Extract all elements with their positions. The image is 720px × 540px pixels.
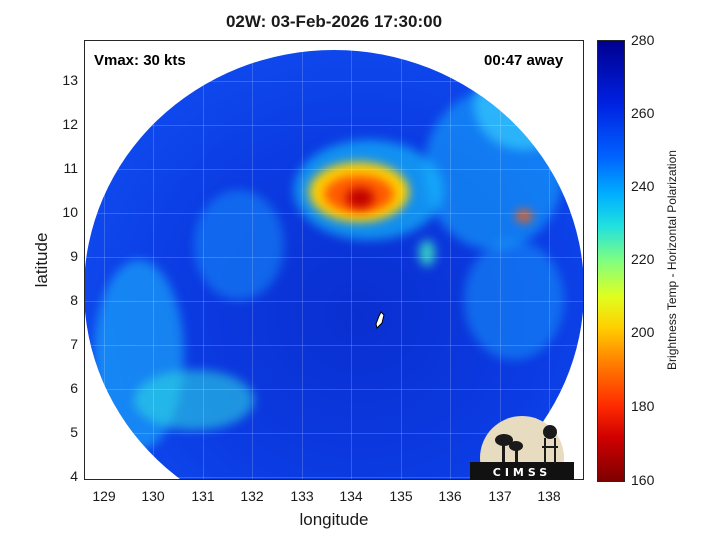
microwave-swath — [84, 50, 584, 480]
y-tick-label: 5 — [70, 424, 78, 440]
y-tick-label: 10 — [62, 204, 78, 220]
rainband-southwest — [134, 370, 254, 430]
y-tick-label: 11 — [63, 160, 78, 176]
gridline — [252, 40, 253, 480]
y-tick-label: 7 — [70, 336, 78, 352]
gridline — [549, 40, 550, 480]
map-title: 02W: 03-Feb-2026 17:30:00 — [225, 12, 443, 31]
colorbar-tick-label: 180 — [631, 398, 655, 414]
colorbar-tick-label: 240 — [631, 178, 655, 194]
gridline — [84, 301, 584, 302]
gridline — [203, 40, 204, 480]
gridline — [500, 40, 501, 480]
gridline — [153, 40, 154, 480]
gridline — [84, 477, 584, 478]
colorbar-tick-label: 200 — [631, 324, 655, 340]
x-axis-label: longitude — [299, 510, 369, 529]
satellite-image — [84, 40, 584, 480]
gridline — [84, 389, 584, 390]
x-tick-label: 136 — [438, 488, 462, 504]
y-tick-label: 4 — [70, 468, 78, 484]
colorbar-tick-label: 260 — [631, 105, 655, 121]
y-tick-label: 9 — [70, 248, 78, 264]
y-axis-label: latitude — [32, 232, 51, 288]
gridline — [84, 345, 584, 346]
time-away-label: 00:47 away — [484, 52, 564, 69]
x-tick-label: 138 — [537, 488, 561, 504]
gridline — [104, 40, 105, 480]
gridline — [84, 169, 584, 170]
gridline — [401, 40, 402, 480]
colorbar-tick-label: 280 — [631, 32, 655, 48]
gridline — [84, 433, 584, 434]
gridline — [84, 81, 584, 82]
x-tick-label: 133 — [290, 488, 314, 504]
gridline — [84, 125, 584, 126]
x-tick-label: 129 — [92, 488, 116, 504]
rainband-east-lower — [464, 240, 564, 360]
x-tick-label: 137 — [488, 488, 512, 504]
gridline — [84, 257, 584, 258]
colorbar-label: Brightness Temp - Horizontal Polarizatio… — [665, 150, 679, 370]
gridline — [351, 40, 352, 480]
vmax-label: Vmax: 30 kts — [94, 52, 186, 69]
cimss-logo — [470, 416, 574, 480]
y-tick-label: 13 — [62, 72, 78, 88]
rainband-midwest — [194, 190, 284, 300]
convection-core-cold — [346, 188, 374, 208]
y-tick-label: 6 — [70, 380, 78, 396]
x-tick-label: 130 — [141, 488, 165, 504]
cimss-logo-text: CIMSS — [492, 466, 552, 479]
gridline — [302, 40, 303, 480]
x-tick-label: 132 — [240, 488, 264, 504]
cell-east — [419, 240, 435, 266]
x-tick-label: 131 — [191, 488, 215, 504]
colorbar — [597, 40, 625, 482]
gridline — [84, 213, 584, 214]
x-tick-label: 135 — [389, 488, 413, 504]
colorbar-tick-label: 220 — [631, 251, 655, 267]
y-tick-label: 8 — [70, 292, 78, 308]
rainband-northeast — [474, 60, 574, 150]
convection-east — [516, 210, 532, 222]
storm-center-marker — [375, 311, 385, 329]
colorbar-tick-label: 160 — [631, 472, 655, 488]
x-tick-label: 134 — [339, 488, 363, 504]
gridline — [450, 40, 451, 480]
y-tick-label: 12 — [62, 116, 78, 132]
